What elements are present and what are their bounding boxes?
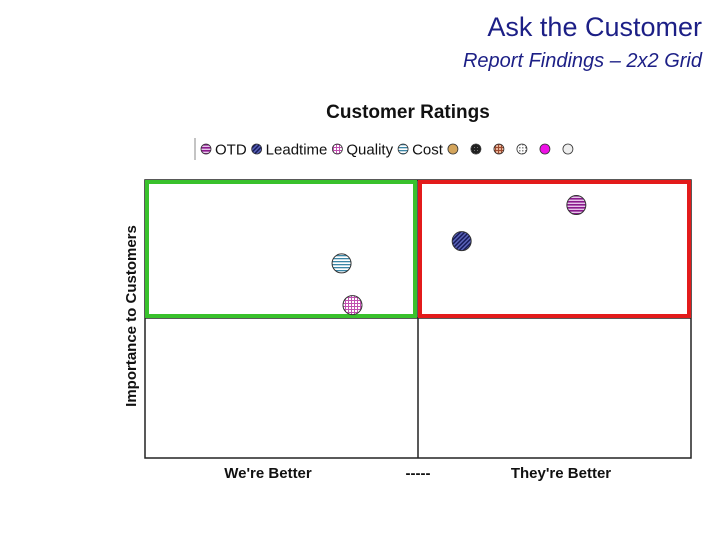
- quadrant-top-left: [145, 180, 417, 318]
- legend-marker: [470, 143, 482, 155]
- legend-label: Cost: [412, 142, 444, 159]
- slide-title: Ask the Customer: [487, 12, 702, 42]
- data-point-quality: [342, 295, 363, 316]
- legend-item-unnamed-4: [447, 143, 459, 155]
- legend-item-unnamed-6: [493, 143, 505, 155]
- data-point-otd: [566, 195, 587, 216]
- data-point-cost: [331, 253, 352, 274]
- x-axis-label-right: They're Better: [511, 465, 611, 482]
- legend-label: OTD: [215, 142, 247, 159]
- chart-legend: OTD Leadtime Quality Cost: [200, 142, 574, 159]
- legend-item-cost: Cost: [397, 142, 444, 159]
- legend-marker: [331, 143, 343, 155]
- x-axis-label-middle: -----: [406, 465, 431, 482]
- legend-marker: [200, 143, 212, 155]
- legend-item-unnamed-9: [562, 143, 574, 155]
- y-axis-label: Importance to Customers: [123, 225, 140, 407]
- legend-marker: [493, 143, 505, 155]
- legend-item-unnamed-7: [516, 143, 528, 155]
- chart-title: Customer Ratings: [326, 102, 490, 123]
- legend-marker: [397, 143, 409, 155]
- legend-marker: [539, 143, 551, 155]
- data-points: [331, 195, 587, 316]
- quadrant-top-right: [418, 180, 691, 318]
- legend-item-unnamed-8: [539, 143, 551, 155]
- legend-marker: [562, 143, 574, 155]
- legend-item-unnamed-5: [470, 143, 482, 155]
- legend-marker: [251, 143, 263, 155]
- legend-marker: [516, 143, 528, 155]
- legend-marker: [447, 143, 459, 155]
- legend-item-quality: Quality: [331, 142, 394, 159]
- slide-subtitle: Report Findings – 2x2 Grid: [462, 50, 702, 72]
- legend-label: Quality: [346, 142, 393, 159]
- legend-item-otd: OTD: [200, 142, 247, 159]
- legend-label: Leadtime: [266, 142, 328, 159]
- x-axis-label-left: We're Better: [224, 465, 312, 482]
- legend-item-leadtime: Leadtime: [251, 142, 328, 159]
- data-point-leadtime: [451, 231, 472, 252]
